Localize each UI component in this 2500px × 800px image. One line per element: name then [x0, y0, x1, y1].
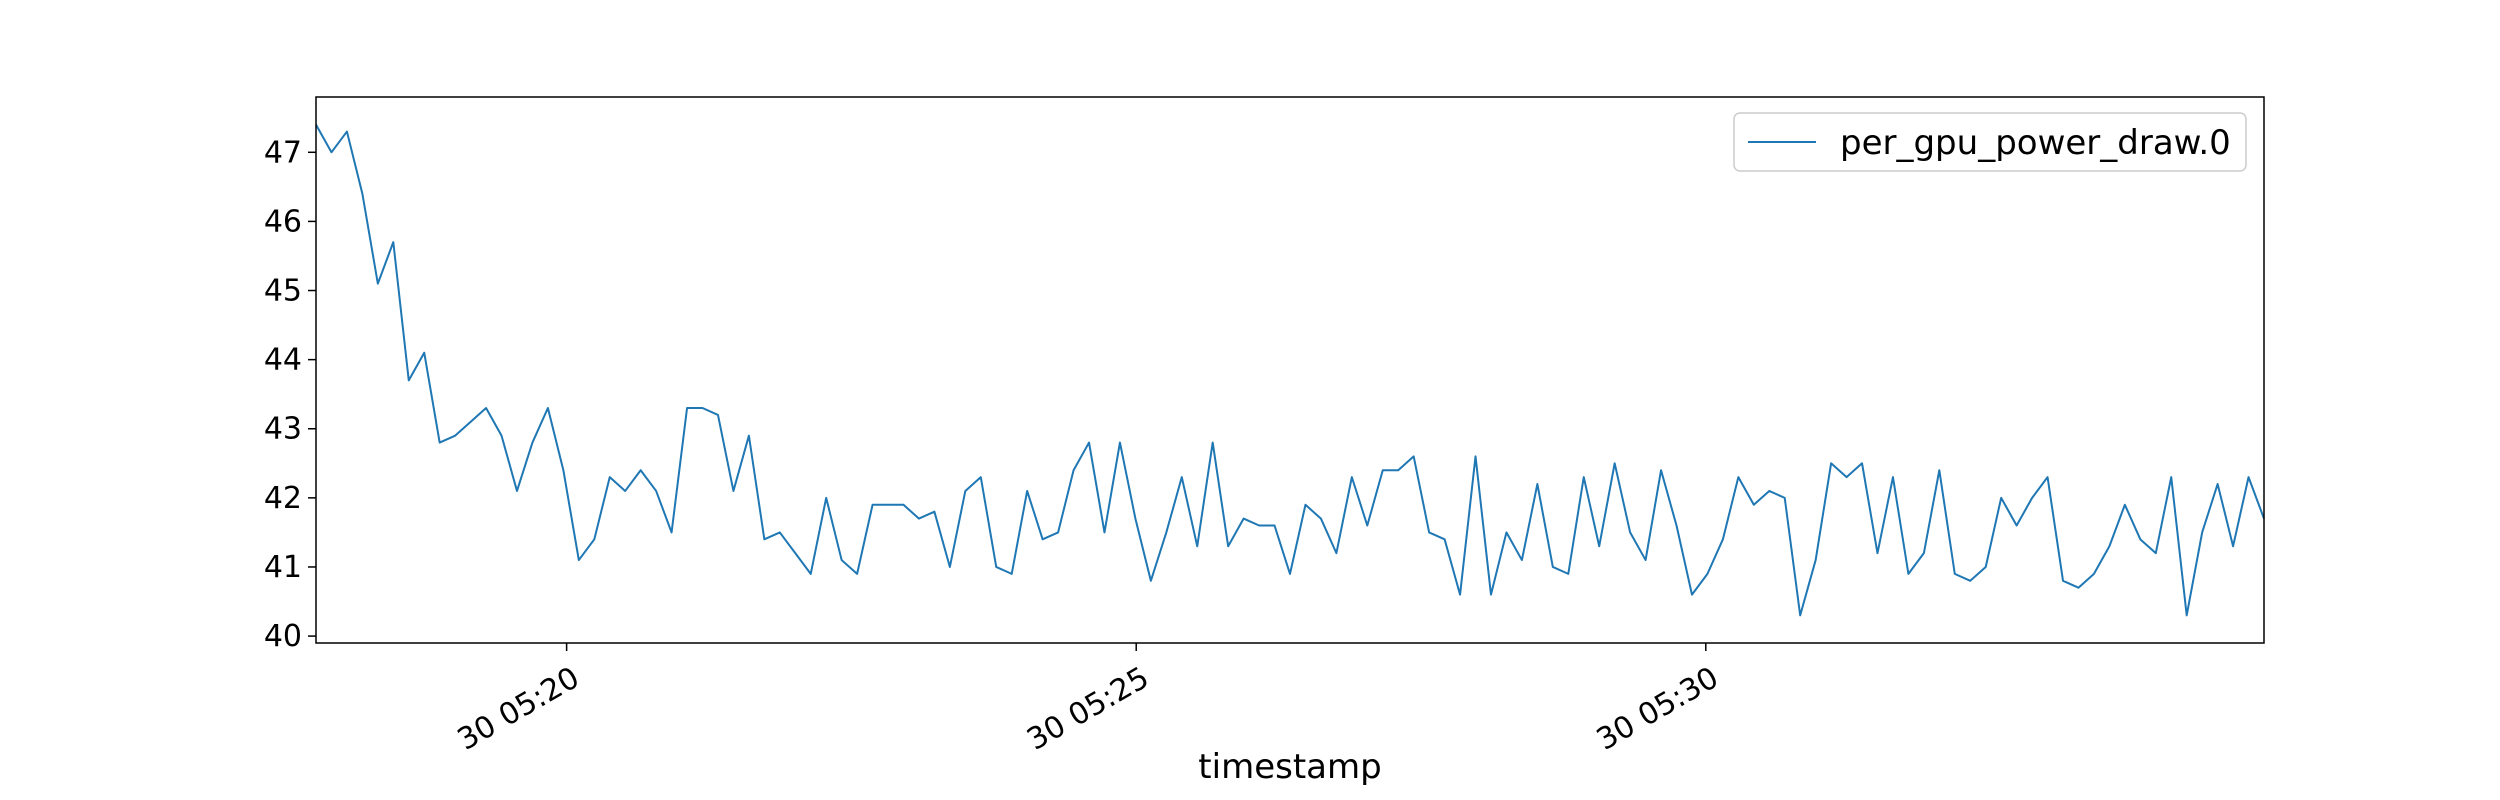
y-tick-label: 46	[264, 204, 302, 239]
x-tick-label: 30 05:25	[1021, 660, 1155, 757]
x-axis-title: timestamp	[1198, 747, 1381, 787]
y-tick-label: 45	[264, 274, 302, 309]
y-tick-label: 43	[264, 412, 302, 447]
plot-frame	[315, 96, 2265, 644]
legend: per_gpu_power_draw.0	[1733, 112, 2247, 172]
plot-area	[315, 124, 2265, 617]
y-tick-label: 41	[264, 550, 302, 585]
legend-box	[1733, 112, 2247, 172]
y-tick-label: 47	[264, 135, 302, 170]
series-line-per-gpu-power-draw	[315, 124, 2265, 617]
x-tick-label: 30 05:30	[1591, 660, 1725, 757]
x-tick-label: 30 05:20	[452, 660, 586, 757]
y-axis: 40 41 42 43 44 45 46 47	[264, 135, 316, 654]
y-tick-label: 40	[264, 619, 302, 654]
x-axis: 30 05:20 30 05:25 30 05:30	[452, 643, 1725, 758]
legend-label: per_gpu_power_draw.0	[1840, 123, 2231, 163]
y-tick-label: 44	[264, 343, 302, 378]
y-tick-label: 42	[264, 481, 302, 516]
